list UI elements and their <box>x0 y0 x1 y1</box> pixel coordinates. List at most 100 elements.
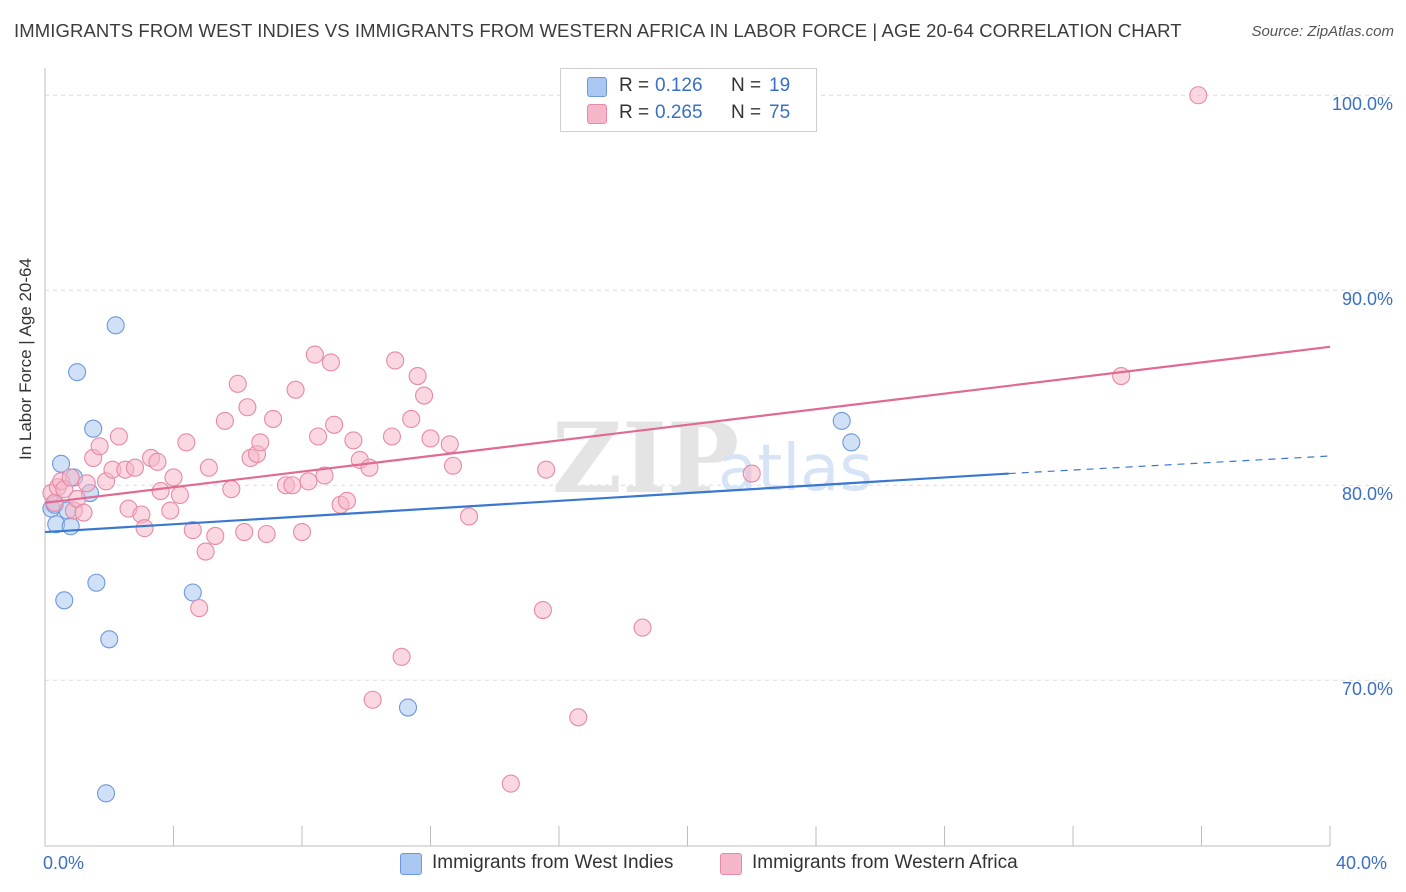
data-point <box>440 435 459 454</box>
grid <box>45 94 1392 681</box>
data-point <box>1189 86 1208 105</box>
data-point <box>96 784 116 803</box>
data-point <box>199 458 218 477</box>
data-point <box>264 409 283 429</box>
data-point <box>421 429 440 448</box>
data-point <box>135 519 154 538</box>
data-point <box>196 542 215 561</box>
bottom-legend-swatch-west-indies <box>400 853 422 875</box>
data-point <box>408 366 427 386</box>
data-point <box>164 468 183 487</box>
legend-swatch-western-africa <box>587 104 607 124</box>
y-tick-label: 100.0% <box>1331 94 1393 115</box>
legend-n-label: N = <box>731 75 762 96</box>
data-point <box>257 524 276 544</box>
data-point <box>61 468 80 487</box>
data-point <box>633 618 652 637</box>
data-point <box>61 517 80 536</box>
x-tick-label-min: 0.0% <box>43 853 85 873</box>
data-point <box>125 458 144 477</box>
legend-n-value: 75 <box>769 102 791 123</box>
trend-lines <box>44 345 1331 534</box>
data-point <box>443 456 463 475</box>
data-point <box>183 521 202 540</box>
data-point <box>305 345 324 364</box>
bottom-legend-label-west-indies: Immigrants from West Indies <box>432 852 674 873</box>
data-point <box>235 522 254 542</box>
data-point <box>238 398 257 417</box>
chart-title: IMMIGRANTS FROM WEST INDIES VS IMMIGRANT… <box>14 20 1182 41</box>
y-tick-label: 70.0% <box>1341 679 1393 700</box>
data-point <box>382 427 402 446</box>
data-point <box>415 386 434 405</box>
data-point <box>251 433 270 452</box>
data-point <box>459 507 479 526</box>
y-tick-label: 80.0% <box>1341 484 1393 505</box>
watermark: ZIP atlas <box>552 402 873 515</box>
data-point <box>533 600 552 620</box>
data-point <box>321 353 340 372</box>
data-point <box>832 411 851 430</box>
data-point <box>177 433 196 452</box>
data-point <box>283 476 302 495</box>
y-tick-label: 90.0% <box>1341 289 1393 310</box>
trend-line-western-africa <box>44 345 1331 504</box>
data-point <box>299 472 318 491</box>
data-point <box>501 774 520 793</box>
legend-r-value: 0.126 <box>655 75 703 96</box>
data-point <box>315 466 334 485</box>
data-point <box>386 351 405 370</box>
legend-r-value: 0.265 <box>655 102 703 123</box>
series-west-indies <box>42 316 861 803</box>
trend-line-extension <box>1008 455 1331 475</box>
data-point <box>309 427 328 446</box>
axes <box>44 68 1331 847</box>
correlation-legend: R = 0.126 N = 19 R = 0.265 N = 75 <box>560 68 817 132</box>
data-point <box>402 409 421 429</box>
legend-n-label: N = <box>731 102 762 123</box>
series-western-africa <box>42 86 1208 793</box>
data-point <box>537 460 556 479</box>
data-point <box>84 419 103 438</box>
data-point <box>337 491 357 510</box>
data-point <box>215 411 234 430</box>
data-points <box>42 86 1208 803</box>
data-point <box>77 474 96 493</box>
data-point <box>74 503 93 522</box>
source-label: Source: ZipAtlas.com <box>1251 23 1394 40</box>
data-point <box>742 464 761 483</box>
data-point <box>363 690 382 709</box>
data-point <box>161 501 180 520</box>
y-axis-label: In Labor Force | Age 20-64 <box>16 258 35 460</box>
data-point <box>148 452 167 471</box>
trend-line-west-indies <box>44 472 1009 534</box>
data-point <box>170 485 189 505</box>
data-point <box>87 573 106 592</box>
legend-r-label: R = <box>619 75 650 96</box>
data-point <box>344 431 363 450</box>
data-point <box>151 482 170 501</box>
bottom-legend-swatch-western-africa <box>720 853 742 875</box>
data-point <box>1112 366 1131 386</box>
data-point <box>569 708 588 727</box>
legend-r-label: R = <box>619 102 650 123</box>
data-point <box>206 526 225 546</box>
data-point <box>109 427 128 446</box>
bottom-legend-label-western-africa: Immigrants from Western Africa <box>752 852 1018 873</box>
data-point <box>90 437 109 456</box>
data-point <box>842 433 861 452</box>
legend-swatch-west-indies <box>587 77 607 97</box>
legend-n-value: 19 <box>769 75 791 96</box>
data-point <box>392 647 411 666</box>
data-point <box>68 363 87 382</box>
data-point <box>292 522 312 542</box>
data-point <box>222 480 241 499</box>
data-point <box>325 415 344 434</box>
data-point <box>183 583 202 602</box>
data-point <box>398 698 418 717</box>
data-point <box>286 380 305 399</box>
data-point <box>190 599 209 618</box>
data-point <box>106 316 125 335</box>
data-point <box>228 374 247 393</box>
